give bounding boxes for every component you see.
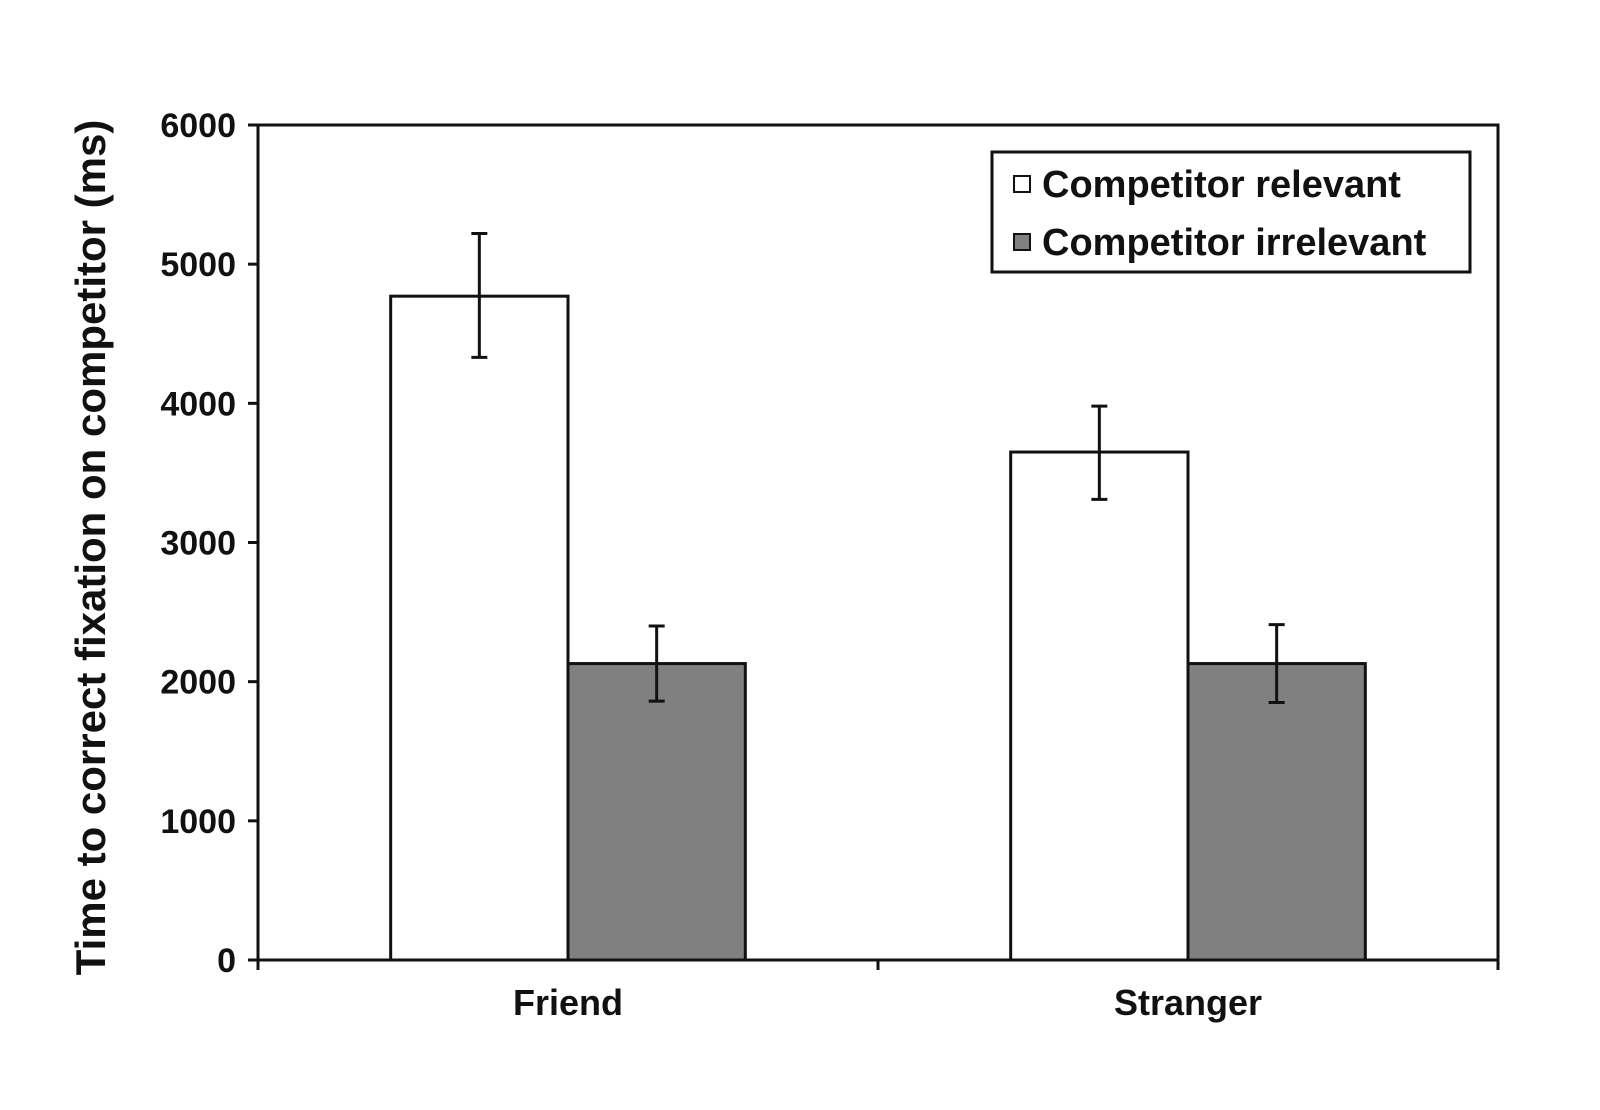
error-bar [648, 624, 665, 703]
bar [389, 294, 570, 962]
legend: Competitor relevant Competitor irrelevant [990, 150, 1472, 274]
bar [1009, 450, 1190, 962]
y-axis-title: Time to correct fixation on competitor (… [67, 120, 114, 976]
y-tick-label: 0 [217, 942, 236, 980]
y-tick-label: 5000 [160, 246, 236, 284]
bar [1186, 662, 1367, 962]
error-bar [1268, 623, 1285, 705]
legend-swatch [1013, 233, 1031, 251]
error-bar [1091, 404, 1108, 501]
legend-label: Competitor irrelevant [1042, 222, 1427, 264]
legend-swatch [1013, 175, 1031, 193]
legend-label: Competitor relevant [1042, 164, 1401, 206]
x-category-label: Stranger [1114, 982, 1262, 1023]
y-tick-label: 1000 [160, 803, 236, 841]
x-category-label: Friend [513, 982, 623, 1023]
bar [566, 662, 747, 962]
plot-area: 0 1000 2000 3000 4000 5000 6000 Friend Stranger [160, 107, 1500, 1023]
error-bar [471, 232, 488, 359]
legend-box [990, 150, 1472, 274]
y-tick-label: 6000 [160, 107, 236, 145]
y-tick-label: 4000 [160, 385, 236, 423]
y-tick-label: 3000 [160, 525, 236, 563]
y-tick-label: 2000 [160, 664, 236, 702]
